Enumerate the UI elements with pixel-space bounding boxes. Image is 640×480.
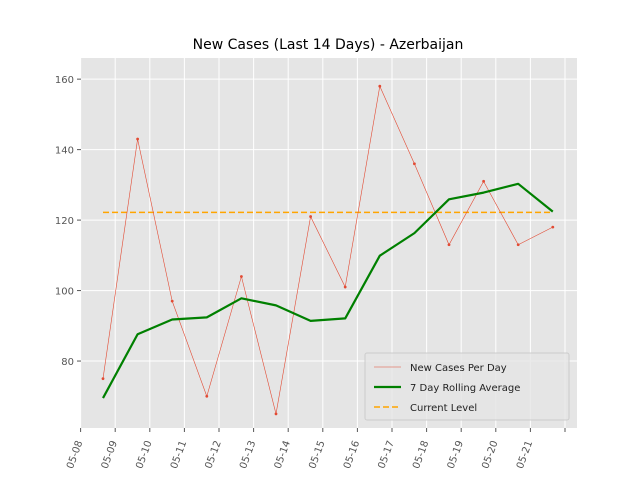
legend-label: 7 Day Rolling Average [410, 383, 520, 394]
chart-title: New Cases (Last 14 Days) - Azerbaijan [193, 37, 464, 53]
data-point-new-cases [101, 377, 105, 381]
series-line-new-cases-per-day [102, 85, 553, 414]
data-point-new-cases [447, 243, 451, 247]
data-point-new-cases [516, 243, 520, 247]
data-point-new-cases [482, 179, 485, 183]
y-tick-label: 80 [61, 357, 74, 368]
data-point-new-cases [240, 275, 243, 278]
data-point-new-cases [170, 299, 174, 303]
data-point-new-cases [413, 162, 416, 166]
data-point-new-cases [136, 137, 140, 141]
y-tick-label: 160 [55, 75, 74, 86]
series-line-7-day-rolling-average [102, 182, 554, 399]
data-point-new-cases [378, 84, 382, 88]
y-tick-label: 140 [55, 146, 74, 157]
series-group [101, 84, 555, 416]
legend-box [364, 352, 570, 421]
y-tick-label: 100 [55, 287, 74, 298]
data-point-new-cases [274, 412, 278, 416]
data-point-new-cases [205, 394, 209, 398]
y-tick-label: 120 [55, 216, 74, 227]
data-point-new-cases [551, 225, 555, 229]
legend-label: New Cases Per Day [410, 363, 507, 374]
legend-label: Current Level [410, 403, 477, 414]
data-point-new-cases [343, 285, 347, 289]
data-point-new-cases [309, 215, 312, 218]
legend: New Cases Per Day 7 Day Rolling Average Cu… [364, 352, 570, 421]
